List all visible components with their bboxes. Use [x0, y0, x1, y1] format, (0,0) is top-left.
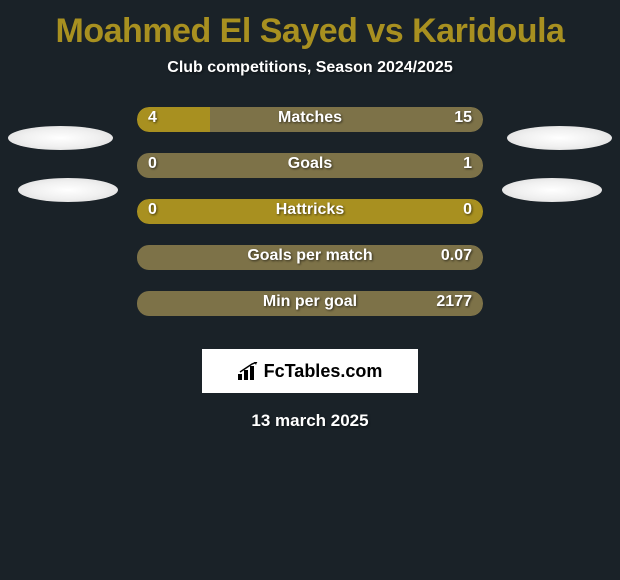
stat-label: Goals	[137, 155, 483, 173]
stat-label: Matches	[137, 109, 483, 127]
stat-row-goals: 0 Goals 1	[0, 153, 620, 199]
stat-value-right: 15	[454, 109, 472, 127]
stats-area: 4 Matches 15 0 Goals 1 0 Hattricks 0	[0, 107, 620, 337]
stat-value-right: 2177	[436, 293, 472, 311]
stat-row-hattricks: 0 Hattricks 0	[0, 199, 620, 245]
chart-icon	[238, 362, 260, 380]
stat-label: Goals per match	[137, 247, 483, 265]
brand-badge[interactable]: FcTables.com	[202, 349, 418, 393]
stat-row-goals-per-match: Goals per match 0.07	[0, 245, 620, 291]
brand-text: FcTables.com	[264, 361, 383, 382]
subtitle: Club competitions, Season 2024/2025	[0, 59, 620, 77]
date-text: 13 march 2025	[0, 411, 620, 431]
stat-row-matches: 4 Matches 15	[0, 107, 620, 153]
stat-value-right: 0.07	[441, 247, 472, 265]
stat-label: Hattricks	[137, 201, 483, 219]
stat-label: Min per goal	[137, 293, 483, 311]
stat-row-min-per-goal: Min per goal 2177	[0, 291, 620, 337]
page-title: Moahmed El Sayed vs Karidoula	[0, 0, 620, 59]
main-container: Moahmed El Sayed vs Karidoula Club compe…	[0, 0, 620, 580]
stat-value-right: 0	[463, 201, 472, 219]
stat-value-right: 1	[463, 155, 472, 173]
